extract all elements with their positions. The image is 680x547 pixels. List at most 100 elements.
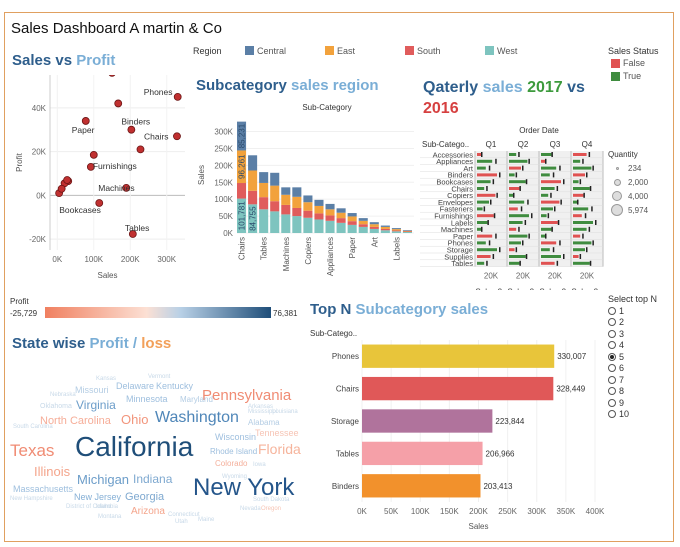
- state-word: Arkansas: [248, 404, 273, 410]
- quarterly-target-mark: [488, 240, 491, 246]
- scatter-point: [63, 176, 72, 184]
- topn-category-label: Storage: [331, 417, 360, 426]
- quarterly-target-mark: [525, 179, 528, 185]
- stacked-bar-central: [259, 172, 269, 183]
- profit-legend-label: Profit: [10, 297, 29, 306]
- radio-circle-icon[interactable]: [608, 341, 616, 350]
- quarterly-target-mark: [486, 186, 488, 191]
- scatter-point: [95, 199, 104, 207]
- quarterly-target-mark: [557, 220, 560, 225]
- topn-option-3[interactable]: 3: [608, 328, 629, 340]
- status-label-true[interactable]: True: [623, 71, 642, 81]
- quarterly-row-label: Machines: [441, 225, 473, 234]
- state-word: Delaware: [116, 381, 154, 391]
- topn-option-8[interactable]: 8: [608, 386, 629, 398]
- stacked-bar-south: [281, 204, 291, 215]
- topn-option-6[interactable]: 6: [608, 363, 629, 375]
- subcategory-stacked-bar: Sub-Category 0K 50K 100K 150K 200K 250K 300K Sal…: [197, 103, 414, 276]
- region-swatch-central[interactable]: [245, 46, 254, 55]
- status-swatch-false[interactable]: [611, 59, 620, 68]
- radio-circle-icon[interactable]: [608, 375, 616, 384]
- topn-option-label: 6: [619, 363, 625, 374]
- topn-option-label: 3: [619, 328, 625, 339]
- topn-option-label: 1: [619, 305, 625, 316]
- stacked-bar-central: [380, 225, 390, 227]
- topn-option-1[interactable]: 1: [608, 305, 629, 317]
- quarterly-row-label: Furnishings: [434, 212, 473, 221]
- radio-circle-icon[interactable]: [608, 318, 616, 327]
- quarterly-target-mark: [586, 247, 588, 253]
- quarterly-target-mark: [545, 158, 547, 164]
- scatter-point-label: Furnishings: [93, 161, 137, 171]
- topn-selector-label: Select top N: [608, 294, 658, 304]
- status-swatch-true[interactable]: [611, 72, 620, 81]
- region-label-south[interactable]: South: [417, 46, 441, 56]
- quarterly-bar: [573, 214, 582, 218]
- radio-circle-icon[interactable]: [608, 306, 616, 315]
- topn-option-10[interactable]: 10: [608, 409, 629, 421]
- state-word: Kentucky: [156, 381, 194, 391]
- state-word: Michigan: [77, 472, 129, 487]
- quarterly-xlabel: Sales 2..: [539, 288, 570, 290]
- stacked-bar-east: [314, 205, 324, 214]
- topn-option-5[interactable]: 5: [608, 351, 629, 363]
- quarterly-bar: [573, 227, 587, 231]
- quarterly-target-mark: [492, 179, 495, 185]
- quarterly-bar: [541, 221, 558, 224]
- scatter-point: [122, 183, 131, 192]
- quarterly-row-header: Sub-Catego..: [422, 140, 469, 149]
- quarterly-target-mark: [584, 213, 587, 219]
- state-word: Pennsylvania: [202, 387, 292, 404]
- region-swatch-south[interactable]: [405, 46, 414, 55]
- radio-circle-icon[interactable]: [608, 364, 616, 373]
- region-label-central[interactable]: Central: [257, 46, 287, 56]
- stacked-bar-east: [237, 150, 247, 184]
- region-swatch-east[interactable]: [325, 46, 334, 55]
- stacked-category-label: Appliances: [326, 237, 335, 276]
- quarterly-bar: [541, 193, 549, 197]
- stacked-category-label: Copiers: [304, 237, 313, 265]
- quarterly-bar: [477, 241, 486, 245]
- radio-circle-icon[interactable]: [608, 387, 616, 396]
- topn-category-label: Chairs: [336, 385, 359, 394]
- region-label-west[interactable]: West: [497, 46, 518, 56]
- stacked-bar-south: [303, 210, 313, 218]
- topn-selector[interactable]: 1 2 3 4 5 6 7 8 9 10: [608, 305, 629, 420]
- stacked-bar-central: [325, 203, 335, 210]
- quarterly-bar: [477, 166, 486, 170]
- status-label-false[interactable]: False: [623, 58, 646, 68]
- topn-option-7[interactable]: 7: [608, 374, 629, 386]
- scatter-point: [173, 92, 182, 101]
- quarterly-target-mark: [588, 226, 591, 232]
- quarterly-bar: [477, 180, 491, 184]
- topn-option-2[interactable]: 2: [608, 317, 629, 329]
- quarterly-row-label: Envelopes: [438, 198, 473, 207]
- region-swatch-west[interactable]: [485, 46, 494, 55]
- scatter-point-label: Paper: [72, 125, 95, 135]
- quarterly-target-mark: [487, 220, 489, 225]
- sales-profit-scatter: -20K0K20K40K0K100K200K300KProfitSalesCop…: [15, 75, 185, 280]
- scatter-ytick: 20K: [32, 148, 47, 157]
- quarterly-xtick: 20K: [516, 272, 531, 281]
- radio-circle-icon[interactable]: [608, 398, 616, 407]
- quarterly-bar: [477, 261, 485, 265]
- quarterly-target-mark: [554, 206, 556, 212]
- radio-circle-icon[interactable]: [608, 410, 616, 419]
- quarterly-target-mark: [579, 179, 582, 185]
- quarterly-bar: [477, 153, 481, 156]
- radio-circle-icon[interactable]: [608, 352, 616, 361]
- region-label-east[interactable]: East: [337, 46, 356, 56]
- quarterly-row-label: Labels: [451, 218, 473, 227]
- stacked-ytick: 250K: [214, 144, 233, 153]
- stacked-bar-south: [380, 228, 390, 231]
- topn-option-4[interactable]: 4: [608, 340, 629, 352]
- quarterly-bar: [573, 221, 593, 224]
- quarterly-target-mark: [559, 165, 561, 171]
- scatter-ytick: -20K: [29, 235, 47, 244]
- topn-option-9[interactable]: 9: [608, 397, 629, 409]
- stacked-bar-west: [325, 220, 335, 233]
- quarterly-target-mark: [493, 213, 496, 219]
- quarterly-target-mark: [592, 165, 594, 171]
- radio-circle-icon[interactable]: [608, 329, 616, 338]
- scatter-point-label: Binders: [121, 117, 150, 127]
